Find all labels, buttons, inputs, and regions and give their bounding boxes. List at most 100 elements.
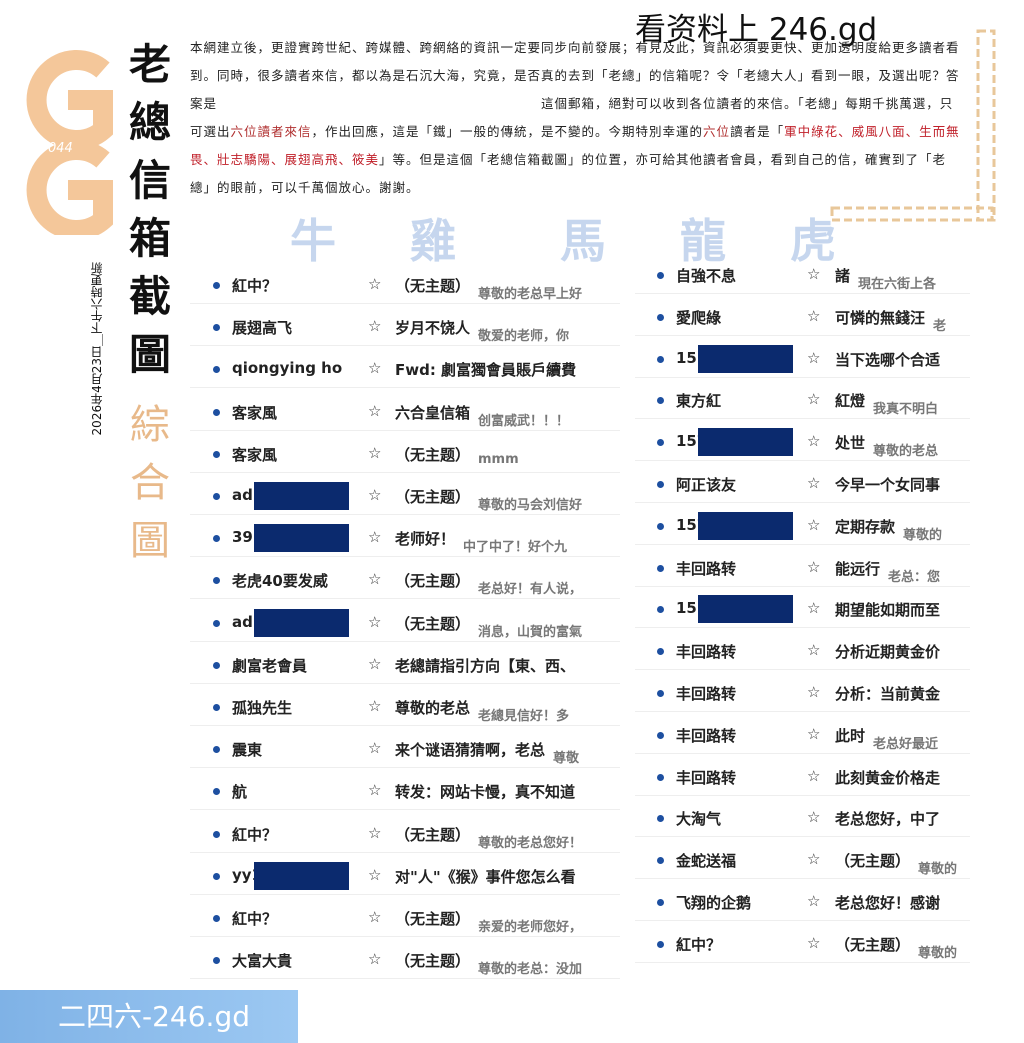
star-icon: ☆ [807, 265, 821, 283]
preview: 尊敬的 [918, 862, 958, 878]
star-icon: ☆ [368, 654, 382, 673]
bullet [213, 957, 220, 965]
intro-text: 六位 [703, 124, 731, 139]
redaction [254, 482, 349, 510]
border-deco [976, 29, 996, 222]
sender: 丰回路转 [676, 726, 737, 745]
preview: 尊敬的马会刘信好 [478, 498, 583, 513]
mail-row: yy1 ☆ 对"人"《猴》事件您怎么看 [190, 858, 620, 895]
subject: 转发：网站卡慢，真不知道 [395, 783, 576, 802]
subject: 定期存款 尊敬的 [835, 517, 943, 543]
sender: 紅中？ [232, 825, 278, 844]
mail-row: 客家風 ☆ 六合皇信箱 创富威武！！！ [190, 394, 620, 431]
sender: 阿正该友 [676, 476, 737, 494]
star-icon: ☆ [368, 612, 382, 631]
subject: 老总您好，中了 [835, 810, 941, 829]
zodiac-sign: 虎 [790, 214, 836, 268]
sender: 航 [232, 783, 248, 802]
bullet [213, 915, 220, 922]
preview: 创富威武！！！ [478, 413, 570, 429]
preview: mmm [478, 451, 519, 467]
sender: 紅中？ [232, 910, 278, 928]
subject: 此时 老总好最近 [835, 726, 939, 752]
mail-row: 阿正该友 ☆ 今早一个女同事 [635, 466, 970, 503]
intro-text: 本網建立後 [190, 40, 258, 55]
sender: ad [232, 612, 253, 631]
mail-row: 丰回路转 ☆ 分析近期黄金价 [635, 633, 970, 671]
sender: 老虎40要发威 [232, 572, 328, 591]
mail-row: 金蛇送福 ☆ （无主题） 尊敬的 [635, 842, 970, 880]
bullet [213, 535, 220, 543]
star-icon: ☆ [807, 557, 821, 576]
star-icon: ☆ [807, 724, 821, 743]
preview: 尊敬的老总您好！ [478, 835, 583, 851]
star-icon: ☆ [807, 515, 821, 534]
preview: 尊敬 [553, 751, 580, 767]
mail-row: 紅中？ ☆ （无主题） 尊敬的老总您好！ [190, 816, 620, 853]
bullet [657, 313, 664, 321]
sender: 展翅高飞 [232, 319, 293, 338]
bullet [213, 872, 220, 880]
preview: 現在六街上各 [858, 277, 937, 292]
star-icon: ☆ [368, 317, 382, 336]
bullet [657, 439, 664, 447]
bullet [657, 564, 664, 572]
subject: 当下选哪个合适 [835, 350, 941, 369]
star-icon: ☆ [368, 697, 382, 715]
sender: 15 [676, 599, 697, 618]
preview: 尊敬的 [903, 527, 943, 543]
star-icon: ☆ [807, 808, 821, 827]
preview: 尊敬的老总：没加 [478, 962, 583, 978]
subject: 老總請指引方向【東、西、 [395, 656, 576, 675]
star-icon: ☆ [807, 432, 821, 451]
bullet [213, 282, 220, 289]
subject: （无主题） 亲爱的老师您好， [395, 910, 583, 935]
sender: 丰回路转 [676, 559, 737, 578]
star-icon: ☆ [368, 908, 382, 926]
bullet [657, 272, 664, 279]
subject: 可憐的無錢汪老 [835, 308, 947, 334]
star-icon: ☆ [368, 865, 382, 884]
star-icon: ☆ [807, 641, 821, 660]
star-icon: ☆ [807, 348, 821, 367]
mail-row: 大淘气 ☆ 老总您好，中了 [635, 800, 970, 838]
bullet [213, 661, 220, 669]
intro-text: 六位讀者來信 [230, 124, 312, 139]
intro-text: ，更證實跨世紀、跨媒體、跨網絡的資訊一定要同步向前發展；有見及此，資訊必須要更快… [190, 40, 960, 139]
star-icon: ☆ [368, 739, 382, 758]
sender: 大富大貴 [232, 952, 293, 971]
preview: 消息，山賀的富氣 [478, 624, 583, 640]
star-icon: ☆ [368, 950, 382, 969]
bullet [657, 731, 664, 739]
subject: 老总您好！感谢 [835, 894, 941, 912]
star-icon: ☆ [368, 275, 382, 293]
footer-brand: 二四六-246.gd [58, 1000, 250, 1033]
subject: 六合皇信箱 创富威武！！！ [395, 403, 570, 429]
mail-row: ad ☆ （无主题） 尊敬的马会刘信好 [190, 478, 620, 515]
mail-row: 丰回路转 ☆ 此刻黄金价格走 [635, 759, 970, 796]
bullet [657, 940, 664, 948]
redaction [698, 428, 793, 457]
subject: （无主题） 尊敬的 [835, 935, 958, 961]
star-icon: ☆ [368, 443, 382, 462]
star-icon: ☆ [807, 599, 821, 618]
subject: 此刻黄金价格走 [835, 768, 941, 787]
mail-row: 孤独先生 ☆ 尊敬的老总 老總見信好！多 [190, 689, 620, 726]
star-icon: ☆ [368, 781, 382, 800]
mail-row: 157* ☆ 定期存款 尊敬的 [635, 508, 970, 545]
title: 老總信箱截圖 [128, 40, 171, 379]
preview: 老总：您 [888, 569, 941, 585]
intro: 本網建立後，更證實跨世紀、跨媒體、跨網絡的資訊一定要同步向前發展；有見及此，資訊… [190, 34, 965, 202]
subject: （无主题） 老总好！有人说， [395, 572, 583, 598]
bullet [213, 493, 220, 500]
mail-row: 老虎40要发威 ☆ （无主题） 老总好！有人说， [190, 562, 620, 600]
mail-row: 15 ☆ 期望能如期而至 [635, 591, 970, 629]
bullet [657, 355, 664, 363]
preview: 尊敬的老总早上好 [478, 287, 583, 302]
sender: 紅中？ [232, 277, 278, 295]
sender: 丰回路转 [676, 768, 737, 787]
date: 2026年4月23日＿下午六時更新 [90, 262, 104, 436]
sender: 客家風 [232, 403, 278, 422]
mail-row: 157 ☆ 处世 尊敬的老总 [635, 424, 970, 462]
